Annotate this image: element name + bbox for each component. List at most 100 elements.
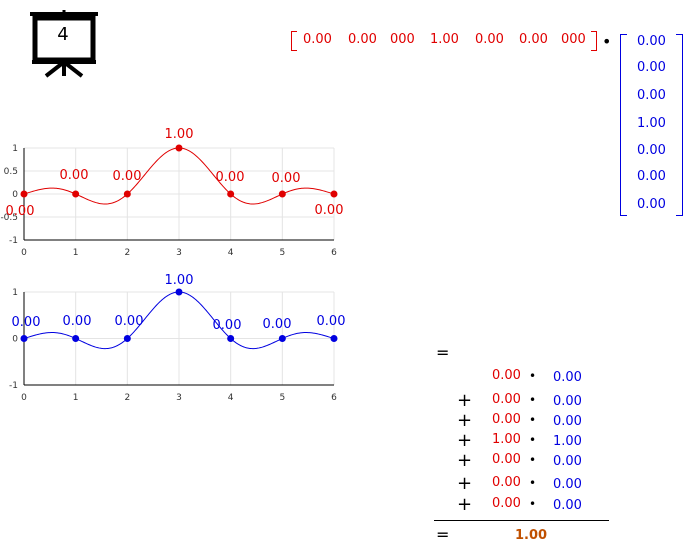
data-label: 0.00 <box>6 204 35 219</box>
y-tick-label: -0.5 <box>0 213 18 223</box>
data-point <box>227 335 235 342</box>
x-tick-label: 2 <box>124 248 130 258</box>
product-term-right: 0.00 <box>553 394 582 409</box>
data-point <box>20 190 28 198</box>
column-vector-entry: 0.00 <box>637 60 666 75</box>
sum-divider-line <box>434 520 609 521</box>
data-label: 0.00 <box>113 169 142 184</box>
product-term-left: 0.00 <box>492 368 521 383</box>
plus-sign: + <box>457 473 473 494</box>
row-vector-left-bracket <box>291 31 297 51</box>
row-vector-entry: 0.00 <box>348 32 377 47</box>
y-tick-label: -1 <box>9 236 18 246</box>
product-term-right: 0.00 <box>553 477 582 492</box>
multiply-dot: • <box>529 453 537 467</box>
plus-sign: + <box>457 430 473 451</box>
chart-red-svg: 0 1 2 3 4 5 6 1 0.5 0 -0.5 -1 0.00 0.00 0.00 1.00 0.00 0.… <box>0 127 343 258</box>
x-tick-label: 1 <box>73 248 79 258</box>
product-term-right: 0.00 <box>553 498 582 513</box>
y-tick-label: 0.5 <box>4 167 18 177</box>
row-vector-entry: 000 <box>561 32 586 47</box>
equals-sign-top: = <box>436 343 450 362</box>
x-tick-label: 0 <box>21 248 27 258</box>
row-vector-entry: 000 <box>390 32 415 47</box>
column-vector-entry: 0.00 <box>637 34 666 49</box>
x-tick-label: 0 <box>21 393 27 403</box>
multiply-dot: • <box>529 369 537 383</box>
data-label: 0.00 <box>272 171 301 186</box>
data-label: 0.00 <box>63 314 92 329</box>
data-point <box>278 335 286 342</box>
data-point <box>72 335 80 342</box>
plus-sign: + <box>457 390 473 411</box>
data-label: 0.00 <box>213 318 242 333</box>
x-tick-label: 4 <box>228 393 234 403</box>
multiply-dot: • <box>529 476 537 490</box>
data-point <box>72 190 80 198</box>
product-term-right: 0.00 <box>553 414 582 429</box>
plus-sign: + <box>457 494 473 515</box>
column-vector-entry: 0.00 <box>637 143 666 158</box>
data-point <box>175 288 183 296</box>
product-term-left: 0.00 <box>492 412 521 427</box>
x-tick-label: 1 <box>73 393 79 403</box>
data-point <box>175 144 183 152</box>
data-label: 0.00 <box>60 168 89 183</box>
column-vector-entry: 0.00 <box>637 197 666 212</box>
presentation-board-icon <box>30 10 98 78</box>
product-term-left: 0.00 <box>492 452 521 467</box>
multiply-dot: • <box>529 497 537 511</box>
x-tick-label: 4 <box>228 248 234 258</box>
y-tick-label: 1 <box>12 288 18 298</box>
product-term-left: 0.00 <box>492 392 521 407</box>
row-vector-entry: 0.00 <box>519 32 548 47</box>
x-tick-label: 5 <box>279 393 285 403</box>
dot-product-operator: • <box>602 32 612 51</box>
product-term-left: 1.00 <box>492 432 521 447</box>
column-vector-right-bracket <box>676 34 683 216</box>
data-point <box>20 335 28 342</box>
y-tick-label: 0 <box>12 190 18 200</box>
slide-number: 4 <box>57 24 69 45</box>
multiply-dot: • <box>529 433 537 447</box>
multiply-dot: • <box>529 393 537 407</box>
data-point <box>123 190 131 198</box>
result-value: 1.00 <box>515 528 548 543</box>
data-point <box>123 335 131 342</box>
row-vector-right-bracket <box>591 31 597 51</box>
data-label: 0.00 <box>115 314 144 329</box>
column-vector-entry: 1.00 <box>637 116 666 131</box>
x-tick-label: 6 <box>331 248 337 258</box>
data-label: 1.00 <box>165 127 194 142</box>
data-label: 0.00 <box>12 315 41 330</box>
data-point <box>330 335 338 342</box>
row-vector-entry: 0.00 <box>475 32 504 47</box>
product-term-left: 0.00 <box>492 475 521 490</box>
data-point <box>330 190 338 198</box>
plus-sign: + <box>457 410 473 431</box>
x-tick-label: 3 <box>176 248 182 258</box>
y-tick-label: -1 <box>9 381 18 391</box>
data-label: 1.00 <box>165 273 194 288</box>
column-vector-entry: 0.00 <box>637 169 666 184</box>
x-tick-label: 3 <box>176 393 182 403</box>
y-tick-label: 1 <box>12 144 18 154</box>
data-label: 0.00 <box>317 314 346 329</box>
x-tick-label: 6 <box>331 393 337 403</box>
column-vector-entry: 0.00 <box>637 88 666 103</box>
product-term-right: 1.00 <box>553 434 582 449</box>
y-tick-label: 0 <box>12 335 18 345</box>
data-point <box>227 190 235 198</box>
x-tick-label: 2 <box>124 393 130 403</box>
multiply-dot: • <box>529 413 537 427</box>
plus-sign: + <box>457 450 473 471</box>
product-term-left: 0.00 <box>492 496 521 511</box>
data-point <box>278 190 286 198</box>
x-tick-label: 5 <box>279 248 285 258</box>
chart-blue-svg: 0 1 2 3 4 5 610-10.00 0.00 0.001.000.00 0.00 0.00 <box>9 273 346 403</box>
column-vector-left-bracket <box>620 34 627 216</box>
row-vector-entry: 1.00 <box>430 32 459 47</box>
data-label: 0.00 <box>263 317 292 332</box>
product-term-right: 0.00 <box>553 454 582 469</box>
data-label: 0.00 <box>216 170 245 185</box>
